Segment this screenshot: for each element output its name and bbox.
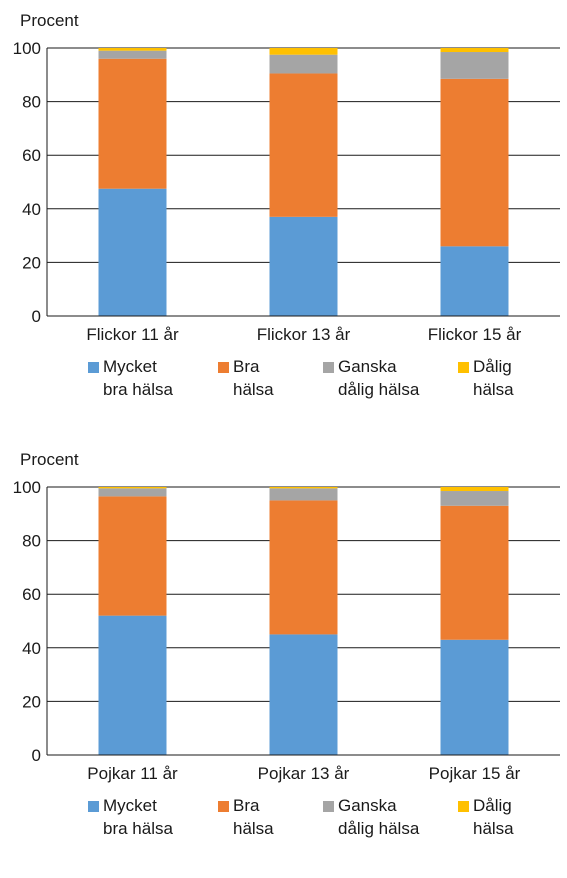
bar-segment-1-2	[269, 634, 338, 755]
legend-label: Dålig	[473, 796, 512, 815]
bar-segment-3-1	[98, 50, 167, 59]
bar-segment-1-2	[269, 216, 338, 316]
legend-label: bra hälsa	[103, 380, 173, 399]
legend-label: hälsa	[233, 819, 274, 838]
x-category-label: Pojkar 13 år	[258, 764, 350, 783]
x-category-label: Flickor 11 år	[86, 325, 179, 344]
legend-label: Bra	[233, 796, 260, 815]
x-category-label: Pojkar 15 år	[429, 764, 521, 783]
legend-label: bra hälsa	[103, 819, 173, 838]
legend-swatch	[323, 362, 334, 373]
y-tick-label: 100	[13, 39, 41, 58]
bar-segment-4-3	[440, 487, 509, 492]
y-tick-label: 40	[22, 639, 41, 658]
bar-segment-3-2	[269, 488, 338, 501]
chart-girls-health: Procent 0 20 40 60 80 100 Flickor 11 år Flickor …	[13, 11, 560, 399]
legend-swatch	[458, 801, 469, 812]
legend-label: dålig hälsa	[338, 380, 420, 399]
bar-segment-2-1	[98, 496, 167, 616]
legend-label: Ganska	[338, 796, 397, 815]
bar-segment-3-3	[440, 52, 509, 79]
legend-label: hälsa	[473, 380, 514, 399]
y-tick-label: 80	[22, 93, 41, 112]
x-category-label: Flickor 15 år	[428, 325, 522, 344]
bar-segment-4-1	[98, 487, 167, 489]
legend-label: hälsa	[233, 380, 274, 399]
bar-segment-3-3	[440, 491, 509, 506]
legend-swatch	[323, 801, 334, 812]
bar-segment-3-1	[98, 488, 167, 497]
y-tick-label: 0	[32, 746, 41, 765]
y-axis-title: Procent	[20, 450, 79, 469]
legend-label: Bra	[233, 357, 260, 376]
legend-swatch	[458, 362, 469, 373]
y-tick-label: 40	[22, 200, 41, 219]
legend-label: Mycket	[103, 357, 157, 376]
y-axis-title: Procent	[20, 11, 79, 30]
bar-segment-2-3	[440, 505, 509, 640]
legend-label: Ganska	[338, 357, 397, 376]
bar-segment-2-1	[98, 58, 167, 189]
legend-label: hälsa	[473, 819, 514, 838]
bar-segment-1-1	[98, 188, 167, 316]
bar-segment-2-2	[269, 73, 338, 217]
legend-swatch	[218, 362, 229, 373]
y-tick-label: 80	[22, 532, 41, 551]
chart-boys-health: Procent 0 20 40 60 80 100 Pojkar 11 år Pojkar 13…	[13, 450, 560, 838]
bar-segment-4-3	[440, 48, 509, 53]
legend-label: Mycket	[103, 796, 157, 815]
bar-segment-1-3	[440, 639, 509, 755]
bar-segment-1-3	[440, 246, 509, 316]
legend-swatch	[218, 801, 229, 812]
x-category-label: Pojkar 11 år	[87, 764, 178, 783]
bar-segment-2-3	[440, 78, 509, 247]
bar-segment-4-2	[269, 48, 338, 55]
legend-swatch	[88, 362, 99, 373]
y-tick-label: 60	[22, 585, 41, 604]
legend-label: dålig hälsa	[338, 819, 420, 838]
bar-segment-4-1	[98, 48, 167, 51]
y-tick-label: 0	[32, 307, 41, 326]
y-tick-label: 60	[22, 146, 41, 165]
legend-label: Dålig	[473, 357, 512, 376]
y-tick-label: 100	[13, 478, 41, 497]
x-category-label: Flickor 13 år	[257, 325, 351, 344]
legend-swatch	[88, 801, 99, 812]
y-tick-label: 20	[22, 692, 41, 711]
bar-segment-4-2	[269, 487, 338, 489]
bar-segment-2-2	[269, 500, 338, 635]
bar-segment-1-1	[98, 615, 167, 755]
bar-segment-3-2	[269, 54, 338, 74]
y-tick-label: 20	[22, 253, 41, 272]
